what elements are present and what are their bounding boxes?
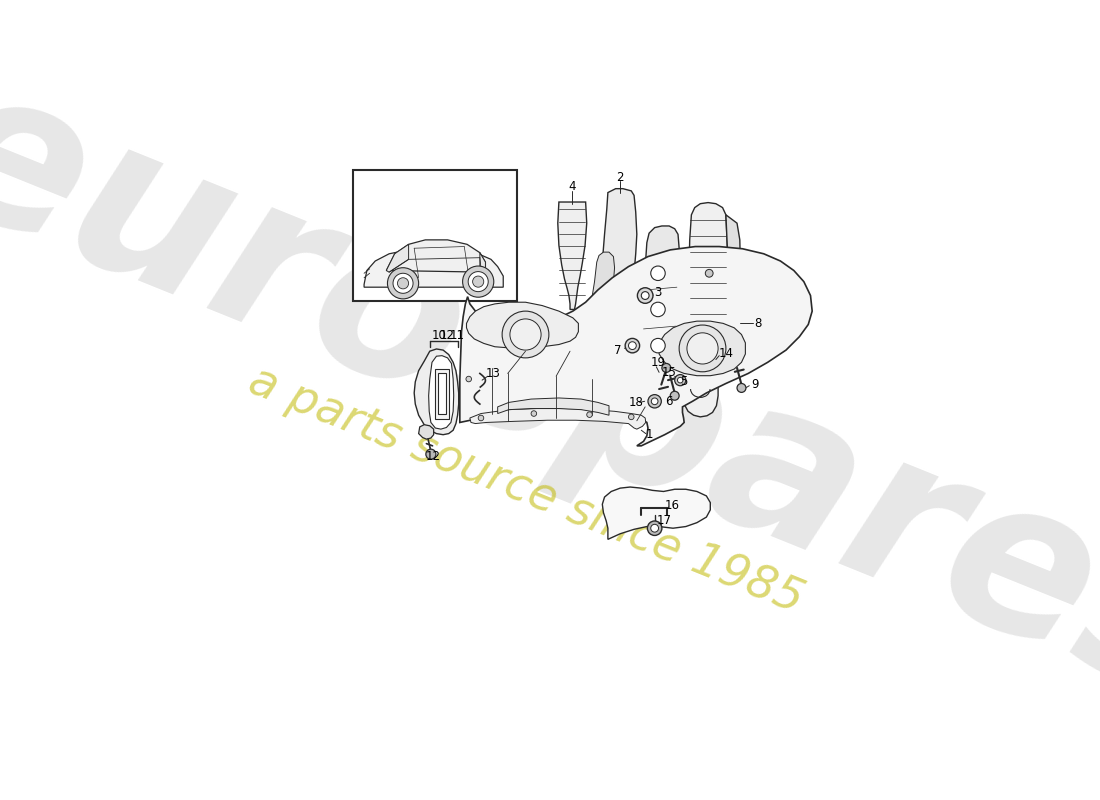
Text: 10: 10 — [432, 329, 447, 342]
Text: 11: 11 — [450, 329, 465, 342]
Circle shape — [648, 394, 661, 408]
Polygon shape — [682, 346, 718, 417]
Polygon shape — [466, 302, 579, 348]
Polygon shape — [429, 356, 453, 429]
Text: 3: 3 — [654, 286, 662, 298]
Polygon shape — [558, 202, 586, 310]
Circle shape — [651, 302, 666, 317]
Polygon shape — [636, 226, 680, 390]
Circle shape — [651, 524, 659, 532]
Circle shape — [670, 391, 679, 400]
Circle shape — [678, 378, 683, 383]
Text: 13: 13 — [486, 367, 500, 380]
Circle shape — [502, 311, 549, 358]
Text: 15: 15 — [662, 366, 676, 379]
Text: 6: 6 — [666, 394, 673, 408]
Polygon shape — [597, 318, 609, 334]
Text: 17: 17 — [657, 514, 672, 527]
Text: eurospares: eurospares — [0, 44, 1100, 747]
Circle shape — [473, 276, 484, 287]
Polygon shape — [645, 386, 664, 417]
Circle shape — [648, 521, 662, 535]
Text: 4: 4 — [569, 181, 576, 194]
Circle shape — [625, 338, 639, 353]
Polygon shape — [436, 369, 449, 419]
Polygon shape — [415, 349, 459, 434]
Polygon shape — [386, 240, 485, 272]
Circle shape — [628, 414, 634, 420]
Polygon shape — [460, 246, 812, 446]
Circle shape — [674, 374, 685, 386]
Polygon shape — [480, 253, 485, 282]
Circle shape — [531, 410, 537, 416]
Text: 12: 12 — [440, 329, 455, 342]
Circle shape — [510, 319, 541, 350]
Polygon shape — [497, 398, 609, 415]
Circle shape — [641, 292, 649, 299]
Text: 18: 18 — [628, 396, 643, 409]
Circle shape — [662, 363, 671, 372]
Text: 14: 14 — [718, 347, 734, 361]
Polygon shape — [603, 487, 711, 539]
Text: 9: 9 — [751, 378, 759, 391]
Text: 8: 8 — [755, 317, 762, 330]
Text: 5: 5 — [681, 375, 688, 388]
Circle shape — [387, 268, 419, 299]
Circle shape — [651, 398, 658, 405]
Text: 16: 16 — [666, 499, 680, 513]
Text: 1: 1 — [646, 428, 652, 441]
Circle shape — [586, 412, 592, 418]
Text: 7: 7 — [614, 343, 622, 357]
Circle shape — [426, 449, 436, 459]
Polygon shape — [684, 346, 717, 366]
Polygon shape — [438, 374, 446, 414]
Circle shape — [651, 338, 666, 353]
Text: 19: 19 — [650, 356, 666, 369]
Circle shape — [686, 333, 718, 364]
Text: 2: 2 — [616, 171, 624, 184]
Circle shape — [679, 325, 726, 372]
Bar — [353, 170, 517, 301]
Circle shape — [705, 270, 713, 277]
Polygon shape — [419, 425, 433, 439]
Circle shape — [651, 266, 666, 281]
Polygon shape — [592, 252, 615, 300]
Circle shape — [397, 278, 408, 289]
Polygon shape — [364, 248, 503, 287]
Text: 12: 12 — [426, 450, 441, 463]
Circle shape — [466, 376, 472, 382]
Text: a parts source since 1985: a parts source since 1985 — [242, 358, 810, 622]
Circle shape — [393, 274, 414, 294]
Polygon shape — [584, 189, 637, 358]
Circle shape — [469, 272, 488, 292]
Polygon shape — [470, 409, 646, 429]
Polygon shape — [659, 321, 746, 376]
Circle shape — [737, 383, 746, 392]
Circle shape — [478, 415, 484, 421]
Circle shape — [637, 288, 653, 303]
Polygon shape — [723, 215, 740, 362]
Circle shape — [628, 342, 636, 350]
Polygon shape — [386, 244, 408, 272]
Polygon shape — [689, 202, 729, 362]
Circle shape — [463, 266, 494, 298]
